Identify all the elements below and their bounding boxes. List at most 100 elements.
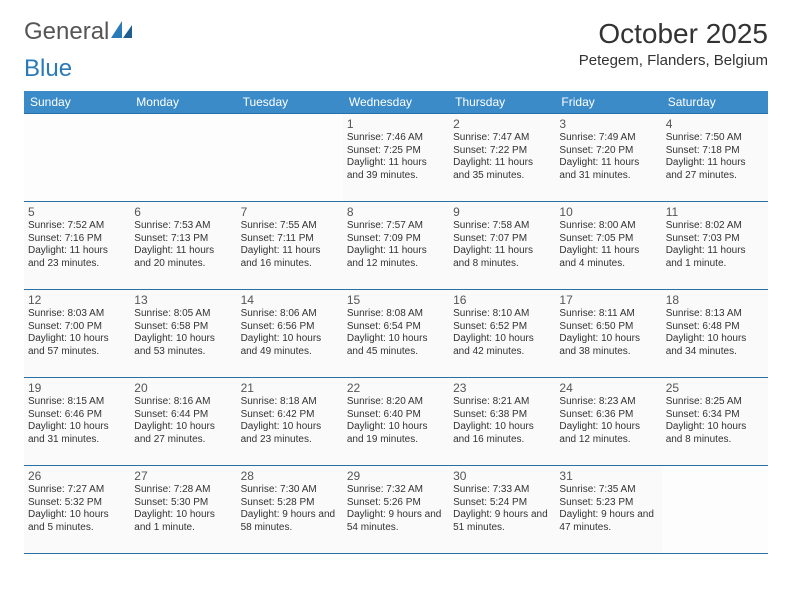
calendar-empty-cell — [237, 114, 343, 202]
calendar-day-cell: 6Sunrise: 7:53 AMSunset: 7:13 PMDaylight… — [130, 202, 236, 290]
calendar-day-cell: 20Sunrise: 8:16 AMSunset: 6:44 PMDayligh… — [130, 378, 236, 466]
sunset-text: Sunset: 7:13 PM — [134, 233, 232, 246]
sunset-text: Sunset: 6:50 PM — [559, 321, 657, 334]
sunset-text: Sunset: 7:05 PM — [559, 233, 657, 246]
calendar-day-cell: 9Sunrise: 7:58 AMSunset: 7:07 PMDaylight… — [449, 202, 555, 290]
day-number: 21 — [241, 381, 339, 395]
daylight-text: Daylight: 9 hours and 54 minutes. — [347, 509, 445, 534]
day-number: 17 — [559, 293, 657, 307]
sunset-text: Sunset: 7:09 PM — [347, 233, 445, 246]
day-number: 6 — [134, 205, 232, 219]
day-header: Wednesday — [343, 91, 449, 114]
day-info: Sunrise: 7:28 AMSunset: 5:30 PMDaylight:… — [134, 484, 232, 534]
sunset-text: Sunset: 7:11 PM — [241, 233, 339, 246]
sunrise-text: Sunrise: 7:47 AM — [453, 132, 551, 145]
daylight-text: Daylight: 10 hours and 5 minutes. — [28, 509, 126, 534]
sunset-text: Sunset: 6:38 PM — [453, 409, 551, 422]
day-info: Sunrise: 8:06 AMSunset: 6:56 PMDaylight:… — [241, 308, 339, 358]
sunrise-text: Sunrise: 8:08 AM — [347, 308, 445, 321]
day-info: Sunrise: 8:08 AMSunset: 6:54 PMDaylight:… — [347, 308, 445, 358]
day-number: 19 — [28, 381, 126, 395]
sunset-text: Sunset: 6:40 PM — [347, 409, 445, 422]
sunset-text: Sunset: 7:22 PM — [453, 145, 551, 158]
calendar-day-cell: 1Sunrise: 7:46 AMSunset: 7:25 PMDaylight… — [343, 114, 449, 202]
calendar-day-cell: 15Sunrise: 8:08 AMSunset: 6:54 PMDayligh… — [343, 290, 449, 378]
brand-text-1: General — [24, 18, 109, 46]
day-info: Sunrise: 7:55 AMSunset: 7:11 PMDaylight:… — [241, 220, 339, 270]
sunrise-text: Sunrise: 8:18 AM — [241, 396, 339, 409]
daylight-text: Daylight: 10 hours and 31 minutes. — [28, 421, 126, 446]
sunrise-text: Sunrise: 8:00 AM — [559, 220, 657, 233]
sunset-text: Sunset: 6:42 PM — [241, 409, 339, 422]
daylight-text: Daylight: 10 hours and 45 minutes. — [347, 333, 445, 358]
calendar-day-cell: 14Sunrise: 8:06 AMSunset: 6:56 PMDayligh… — [237, 290, 343, 378]
calendar-day-cell: 16Sunrise: 8:10 AMSunset: 6:52 PMDayligh… — [449, 290, 555, 378]
day-info: Sunrise: 8:16 AMSunset: 6:44 PMDaylight:… — [134, 396, 232, 446]
day-info: Sunrise: 8:20 AMSunset: 6:40 PMDaylight:… — [347, 396, 445, 446]
day-header: Saturday — [662, 91, 768, 114]
daylight-text: Daylight: 10 hours and 53 minutes. — [134, 333, 232, 358]
sunrise-text: Sunrise: 7:30 AM — [241, 484, 339, 497]
sunrise-text: Sunrise: 8:20 AM — [347, 396, 445, 409]
sunrise-text: Sunrise: 7:28 AM — [134, 484, 232, 497]
sunrise-text: Sunrise: 8:03 AM — [28, 308, 126, 321]
calendar-day-cell: 12Sunrise: 8:03 AMSunset: 7:00 PMDayligh… — [24, 290, 130, 378]
day-number: 18 — [666, 293, 764, 307]
sunset-text: Sunset: 6:34 PM — [666, 409, 764, 422]
day-number: 10 — [559, 205, 657, 219]
day-number: 26 — [28, 469, 126, 483]
calendar-day-cell: 2Sunrise: 7:47 AMSunset: 7:22 PMDaylight… — [449, 114, 555, 202]
daylight-text: Daylight: 11 hours and 8 minutes. — [453, 245, 551, 270]
calendar-day-cell: 24Sunrise: 8:23 AMSunset: 6:36 PMDayligh… — [555, 378, 661, 466]
calendar-day-cell: 25Sunrise: 8:25 AMSunset: 6:34 PMDayligh… — [662, 378, 768, 466]
sunrise-text: Sunrise: 7:46 AM — [347, 132, 445, 145]
daylight-text: Daylight: 10 hours and 42 minutes. — [453, 333, 551, 358]
sunrise-text: Sunrise: 7:35 AM — [559, 484, 657, 497]
calendar-day-cell: 21Sunrise: 8:18 AMSunset: 6:42 PMDayligh… — [237, 378, 343, 466]
sunrise-text: Sunrise: 8:02 AM — [666, 220, 764, 233]
daylight-text: Daylight: 11 hours and 1 minute. — [666, 245, 764, 270]
sunrise-text: Sunrise: 7:55 AM — [241, 220, 339, 233]
bottom-rule — [24, 553, 768, 554]
calendar-day-cell: 30Sunrise: 7:33 AMSunset: 5:24 PMDayligh… — [449, 466, 555, 554]
daylight-text: Daylight: 9 hours and 51 minutes. — [453, 509, 551, 534]
daylight-text: Daylight: 11 hours and 4 minutes. — [559, 245, 657, 270]
day-number: 31 — [559, 469, 657, 483]
daylight-text: Daylight: 9 hours and 47 minutes. — [559, 509, 657, 534]
calendar-empty-cell — [130, 114, 236, 202]
sunset-text: Sunset: 5:28 PM — [241, 497, 339, 510]
day-header: Monday — [130, 91, 236, 114]
sunrise-text: Sunrise: 8:11 AM — [559, 308, 657, 321]
calendar-week-row: 12Sunrise: 8:03 AMSunset: 7:00 PMDayligh… — [24, 290, 768, 378]
brand-text-2: Blue — [24, 55, 72, 82]
calendar-day-cell: 11Sunrise: 8:02 AMSunset: 7:03 PMDayligh… — [662, 202, 768, 290]
daylight-text: Daylight: 10 hours and 8 minutes. — [666, 421, 764, 446]
calendar-table: SundayMondayTuesdayWednesdayThursdayFrid… — [24, 91, 768, 553]
day-number: 27 — [134, 469, 232, 483]
daylight-text: Daylight: 10 hours and 1 minute. — [134, 509, 232, 534]
day-number: 25 — [666, 381, 764, 395]
calendar-day-cell: 28Sunrise: 7:30 AMSunset: 5:28 PMDayligh… — [237, 466, 343, 554]
day-number: 11 — [666, 205, 764, 219]
calendar-day-cell: 8Sunrise: 7:57 AMSunset: 7:09 PMDaylight… — [343, 202, 449, 290]
sunset-text: Sunset: 5:24 PM — [453, 497, 551, 510]
day-number: 16 — [453, 293, 551, 307]
day-number: 20 — [134, 381, 232, 395]
calendar-day-cell: 22Sunrise: 8:20 AMSunset: 6:40 PMDayligh… — [343, 378, 449, 466]
day-info: Sunrise: 7:49 AMSunset: 7:20 PMDaylight:… — [559, 132, 657, 182]
day-info: Sunrise: 8:23 AMSunset: 6:36 PMDaylight:… — [559, 396, 657, 446]
daylight-text: Daylight: 10 hours and 12 minutes. — [559, 421, 657, 446]
sunrise-text: Sunrise: 8:25 AM — [666, 396, 764, 409]
daylight-text: Daylight: 10 hours and 57 minutes. — [28, 333, 126, 358]
calendar-day-cell: 31Sunrise: 7:35 AMSunset: 5:23 PMDayligh… — [555, 466, 661, 554]
calendar-day-cell: 18Sunrise: 8:13 AMSunset: 6:48 PMDayligh… — [662, 290, 768, 378]
sunset-text: Sunset: 7:07 PM — [453, 233, 551, 246]
sunset-text: Sunset: 7:25 PM — [347, 145, 445, 158]
sunrise-text: Sunrise: 7:57 AM — [347, 220, 445, 233]
daylight-text: Daylight: 11 hours and 12 minutes. — [347, 245, 445, 270]
sunset-text: Sunset: 5:32 PM — [28, 497, 126, 510]
sunset-text: Sunset: 6:46 PM — [28, 409, 126, 422]
day-info: Sunrise: 8:10 AMSunset: 6:52 PMDaylight:… — [453, 308, 551, 358]
sunrise-text: Sunrise: 7:33 AM — [453, 484, 551, 497]
day-header: Thursday — [449, 91, 555, 114]
